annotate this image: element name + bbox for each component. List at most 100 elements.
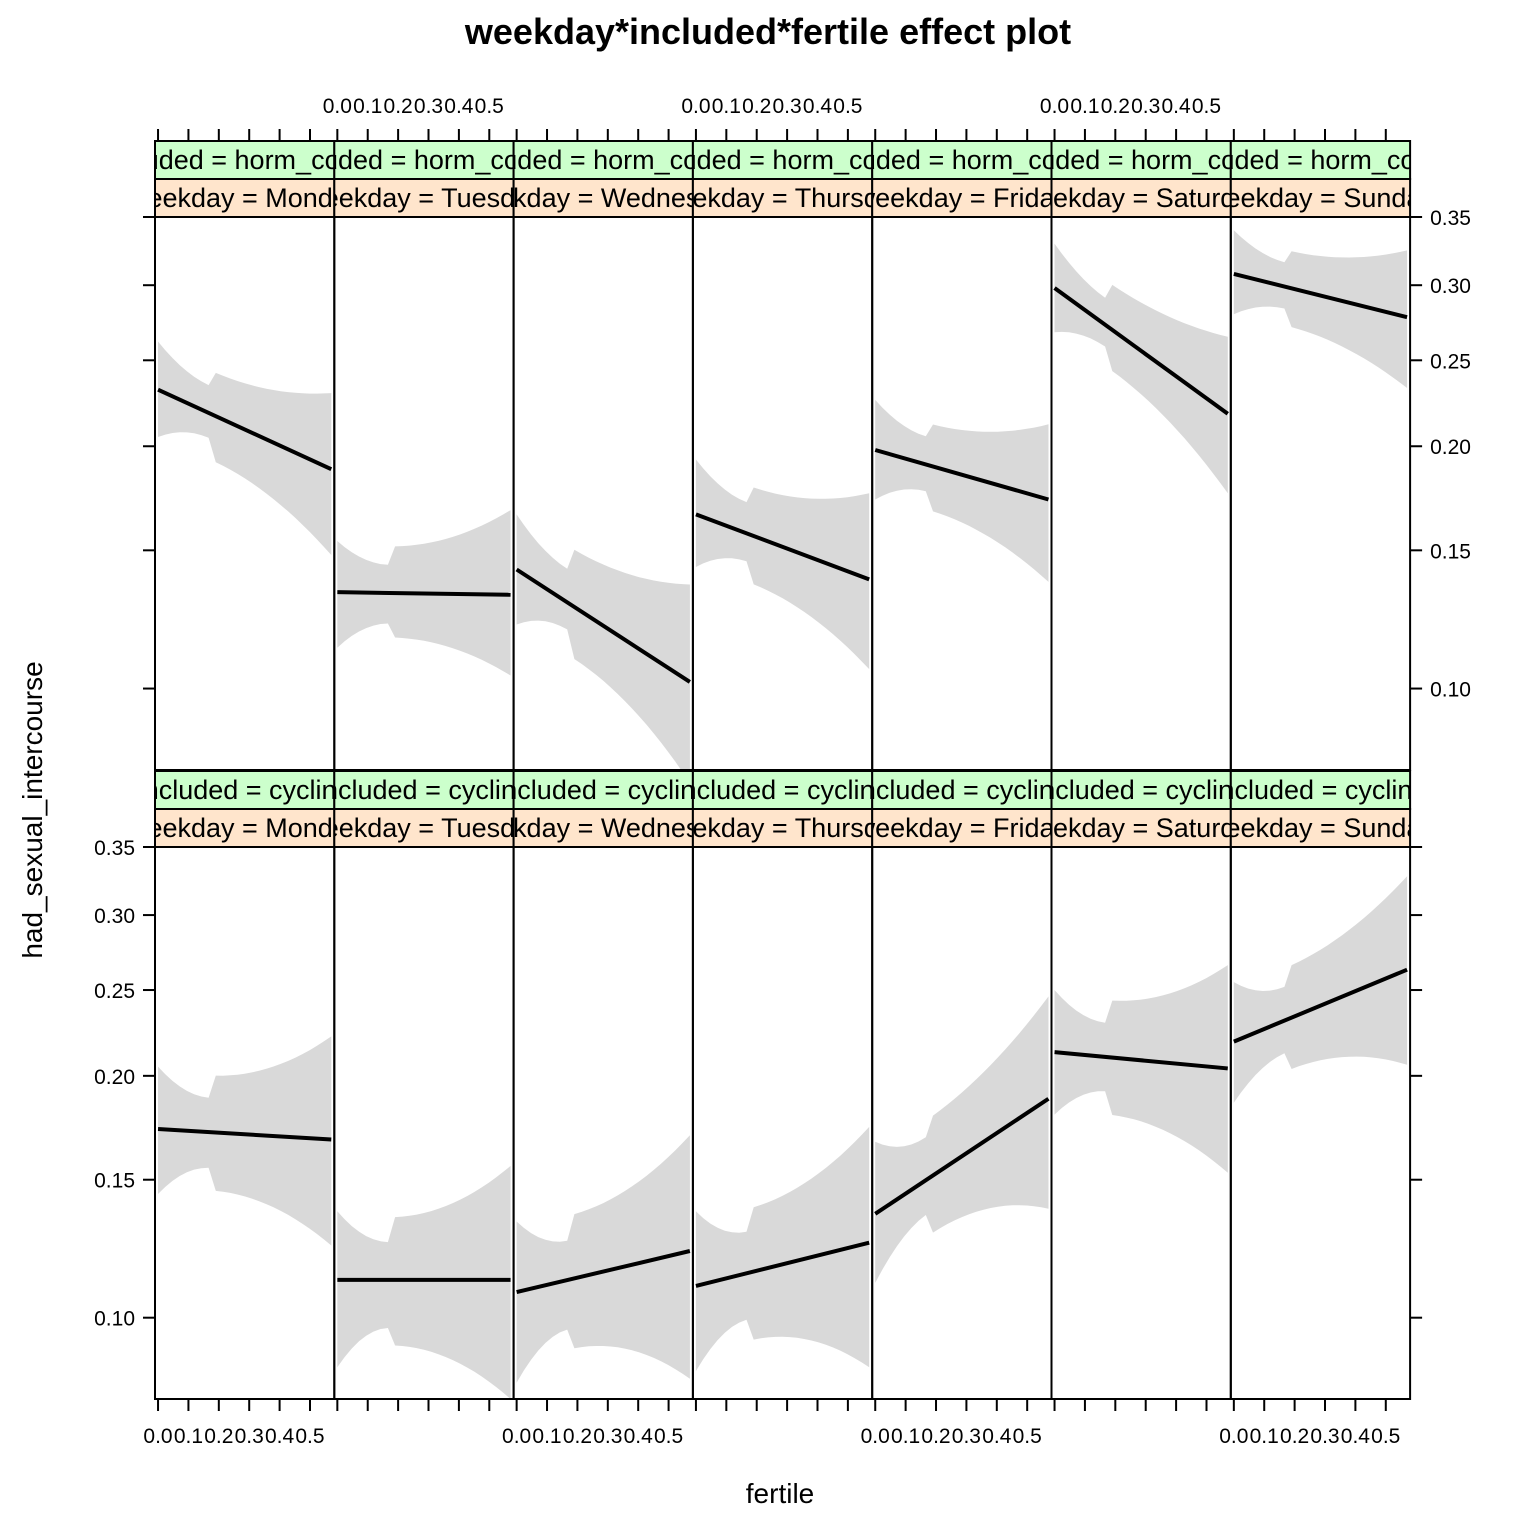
fit-line — [695, 512, 870, 582]
included-strip — [1050, 770, 1232, 810]
x-tick-label-top: 0.2 — [384, 95, 413, 118]
x-tick-label-bottom: 0.4 — [624, 1425, 654, 1448]
included-strip-label: included = horm_contra — [282, 145, 566, 175]
panel-2-3: included = cycling weekday = Wednesday — [496, 770, 710, 1400]
y-tick-label-right: 0.20 — [1430, 436, 1471, 459]
included-strip-label: included = horm_contra — [462, 145, 746, 175]
y-tick-label-left: 0.35 — [94, 837, 135, 860]
confidence-band — [1054, 965, 1228, 1173]
included-strip-label: included = horm_contra — [103, 145, 387, 175]
included-strip — [1050, 140, 1232, 180]
chart-title: weekday*included*fertile effect plot — [464, 11, 1071, 52]
x-tick-label-bottom: 0.2 — [563, 1425, 592, 1448]
fit-line — [1053, 286, 1229, 416]
included-strip-label: included = cycling — [855, 775, 1069, 805]
fit-line — [515, 567, 691, 684]
panel-2-2: included = cycling weekday = Tuesday — [333, 770, 515, 1400]
x-tick-label-bottom: 0.4 — [1341, 1425, 1371, 1448]
included-strip — [871, 140, 1053, 180]
y-tick-label-right: 0.15 — [1430, 540, 1471, 563]
weekday-strip-label: weekday = Monday — [127, 183, 362, 213]
y-tick-label-right: 0.30 — [1430, 275, 1471, 298]
included-strip — [691, 140, 874, 180]
fit-line — [157, 1126, 332, 1142]
included-strip-label: included = cycling — [496, 775, 710, 805]
x-tick-label-top: 0.5 — [833, 95, 862, 118]
included-strip — [512, 140, 694, 180]
x-tick-label-bottom: 0.4 — [982, 1425, 1012, 1448]
x-tick-label-top: 0.3 — [1131, 95, 1160, 118]
y-tick-label-right: 0.10 — [1430, 679, 1471, 702]
y-axis-title: had_sexual_intercourse — [17, 661, 48, 958]
fit-line — [516, 1249, 691, 1295]
x-tick-label-top: 0.0 — [681, 95, 710, 118]
x-tick-label-bottom: 0.2 — [921, 1425, 950, 1448]
x-tick-label-bottom: 0.5 — [654, 1425, 683, 1448]
confidence-band — [1233, 230, 1408, 388]
y-tick-label-left: 0.20 — [94, 1066, 135, 1089]
weekday-strip-label: weekday = Tuesday — [303, 183, 544, 213]
confidence-band — [1054, 243, 1228, 494]
x-tick-label-bottom: 0.0 — [143, 1425, 172, 1448]
panel-2-6: included = cycling weekday = Saturday — [1017, 770, 1264, 1400]
fit-line — [337, 590, 511, 597]
x-tick-label-bottom: 0.3 — [952, 1425, 981, 1448]
x-tick-label-bottom: 0.3 — [235, 1425, 264, 1448]
weekday-strip-label: weekday = Friday — [855, 183, 1069, 213]
panel-frame — [333, 216, 515, 771]
included-strip-label: included = cycling — [676, 775, 890, 805]
confidence-band — [158, 1036, 332, 1246]
confidence-band — [158, 341, 332, 555]
confidence-band — [875, 399, 1049, 582]
y-tick-label-left: 0.25 — [94, 980, 135, 1003]
confidence-band — [516, 514, 690, 783]
fit-line — [695, 1240, 870, 1288]
confidence-band — [695, 459, 870, 670]
x-tick-label-top: 0.2 — [1101, 95, 1130, 118]
x-tick-label-top: 0.3 — [773, 95, 802, 118]
weekday-strip-label: weekday = Thursday — [657, 183, 908, 213]
fit-line — [1054, 1050, 1228, 1071]
x-tick-label-top: 0.5 — [1192, 95, 1221, 118]
x-tick-label-bottom: 0.1 — [174, 1425, 203, 1448]
y-tick-label-left: 0.10 — [94, 1308, 135, 1331]
included-strip — [1229, 140, 1412, 180]
panel-2-5: included = cycling weekday = Friday — [855, 770, 1069, 1400]
x-tick-label-bottom: 0.0 — [1219, 1425, 1248, 1448]
included-strip-label: included = horm_contra — [641, 145, 925, 175]
weekday-strip — [1229, 178, 1412, 218]
included-strip-label: included = horm_contra — [820, 145, 1104, 175]
x-tick-label-top: 0.0 — [1040, 95, 1069, 118]
included-strip-label: included = horm_contra — [1000, 145, 1284, 175]
included-strip — [691, 770, 874, 810]
panel-2-7: included = cycling weekday = Sunday — [1229, 770, 1412, 1400]
x-tick-label-bottom: 0.2 — [1280, 1425, 1309, 1448]
included-strip — [1229, 770, 1412, 810]
panel-2-1: included = cycling weekday = Monday — [154, 770, 336, 1400]
weekday-strip — [691, 178, 874, 218]
fit-line — [874, 448, 1050, 502]
x-tick-label-bottom: 0.2 — [204, 1425, 233, 1448]
included-strip-label: included = cycling — [1034, 775, 1248, 805]
y-tick-label-right: 0.35 — [1430, 207, 1471, 230]
weekday-strip-label: weekday = Friday — [855, 813, 1069, 843]
y-tick-label-left: 0.15 — [94, 1170, 135, 1193]
weekday-strip-label: weekday = Saturday — [1017, 813, 1264, 843]
x-tick-label-bottom: 0.5 — [1371, 1425, 1400, 1448]
confidence-band — [1233, 876, 1408, 1103]
x-tick-label-bottom: 0.3 — [593, 1425, 622, 1448]
x-tick-label-top: 0.5 — [475, 95, 504, 118]
x-tick-label-top: 0.1 — [1070, 95, 1099, 118]
x-tick-label-top: 0.3 — [414, 95, 443, 118]
x-tick-label-top: 0.4 — [803, 95, 833, 118]
confidence-band — [337, 1165, 511, 1399]
weekday-strip — [871, 178, 1053, 218]
x-tick-label-bottom: 0.3 — [1310, 1425, 1339, 1448]
weekday-strip — [154, 178, 336, 218]
x-tick-label-bottom: 0.5 — [1013, 1425, 1042, 1448]
